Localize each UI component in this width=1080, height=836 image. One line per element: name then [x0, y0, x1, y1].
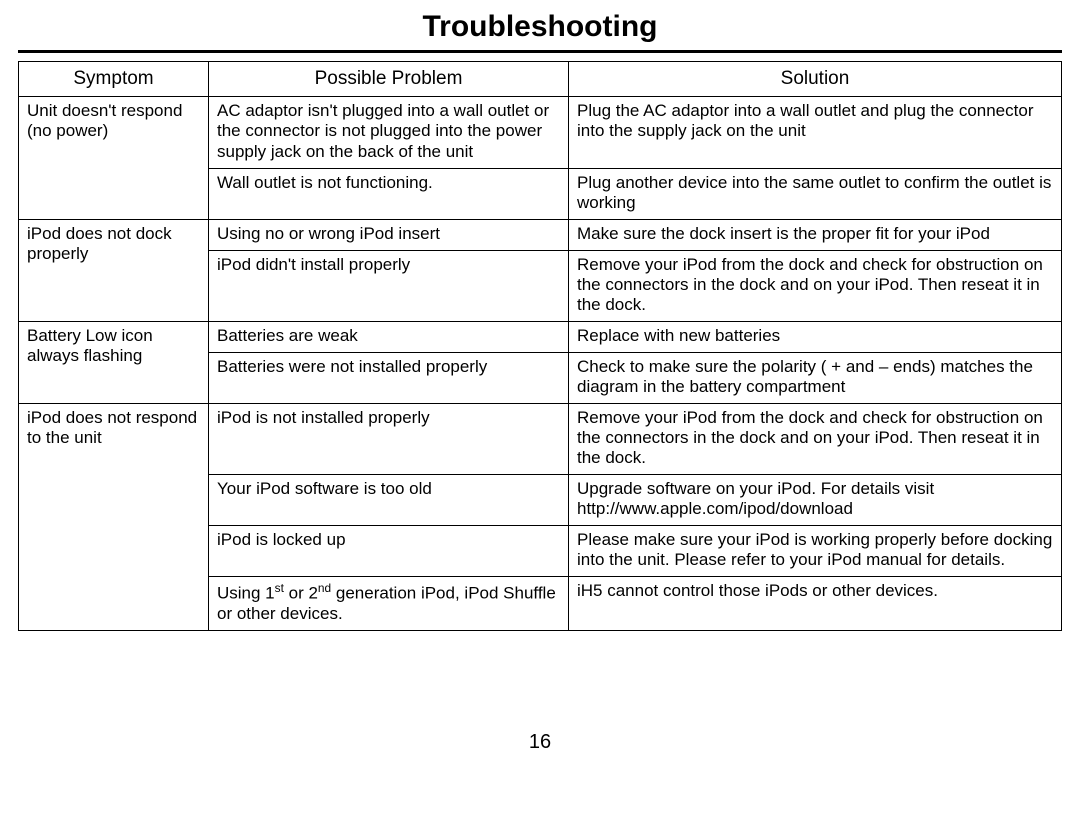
- symptom-cell: Unit doesn't respond (no power): [19, 97, 209, 219]
- symptom-cell: iPod does not dock properly: [19, 219, 209, 321]
- page-number: 16: [18, 731, 1062, 754]
- page: Troubleshooting Symptom Possible Problem…: [0, 0, 1080, 774]
- solution-cell: Make sure the dock insert is the proper …: [569, 219, 1062, 250]
- problem-cell: iPod is not installed properly: [209, 403, 569, 474]
- table-row: iPod does not dock properlyUsing no or w…: [19, 219, 1062, 250]
- solution-cell: Remove your iPod from the dock and check…: [569, 403, 1062, 474]
- problem-cell: Wall outlet is not functioning.: [209, 168, 569, 219]
- table-row: iPod does not respond to the unitiPod is…: [19, 403, 1062, 474]
- troubleshooting-table: Symptom Possible Problem Solution Unit d…: [18, 61, 1062, 631]
- solution-cell: Replace with new batteries: [569, 321, 1062, 352]
- col-header-symptom: Symptom: [19, 62, 209, 97]
- problem-cell: Using no or wrong iPod insert: [209, 219, 569, 250]
- problem-cell: iPod didn't install properly: [209, 250, 569, 321]
- table-row: Unit doesn't respond (no power)AC adapto…: [19, 97, 1062, 168]
- page-title: Troubleshooting: [18, 10, 1062, 44]
- solution-cell: Please make sure your iPod is working pr…: [569, 526, 1062, 577]
- table-row: Battery Low icon always flashingBatterie…: [19, 321, 1062, 352]
- problem-cell: Your iPod software is too old: [209, 475, 569, 526]
- problem-cell: iPod is locked up: [209, 526, 569, 577]
- solution-cell: iH5 cannot control those iPods or other …: [569, 577, 1062, 631]
- solution-cell: Check to make sure the polarity ( + and …: [569, 352, 1062, 403]
- col-header-problem: Possible Problem: [209, 62, 569, 97]
- problem-cell: AC adaptor isn't plugged into a wall out…: [209, 97, 569, 168]
- solution-cell: Upgrade software on your iPod. For detai…: [569, 475, 1062, 526]
- problem-cell: Using 1st or 2nd generation iPod, iPod S…: [209, 577, 569, 631]
- col-header-solution: Solution: [569, 62, 1062, 97]
- solution-cell: Plug the AC adaptor into a wall outlet a…: [569, 97, 1062, 168]
- title-rule: [18, 50, 1062, 53]
- solution-cell: Remove your iPod from the dock and check…: [569, 250, 1062, 321]
- symptom-cell: iPod does not respond to the unit: [19, 403, 209, 630]
- problem-cell: Batteries were not installed properly: [209, 352, 569, 403]
- problem-cell: Batteries are weak: [209, 321, 569, 352]
- symptom-cell: Battery Low icon always flashing: [19, 321, 209, 403]
- table-header-row: Symptom Possible Problem Solution: [19, 62, 1062, 97]
- solution-cell: Plug another device into the same outlet…: [569, 168, 1062, 219]
- table-body: Unit doesn't respond (no power)AC adapto…: [19, 97, 1062, 631]
